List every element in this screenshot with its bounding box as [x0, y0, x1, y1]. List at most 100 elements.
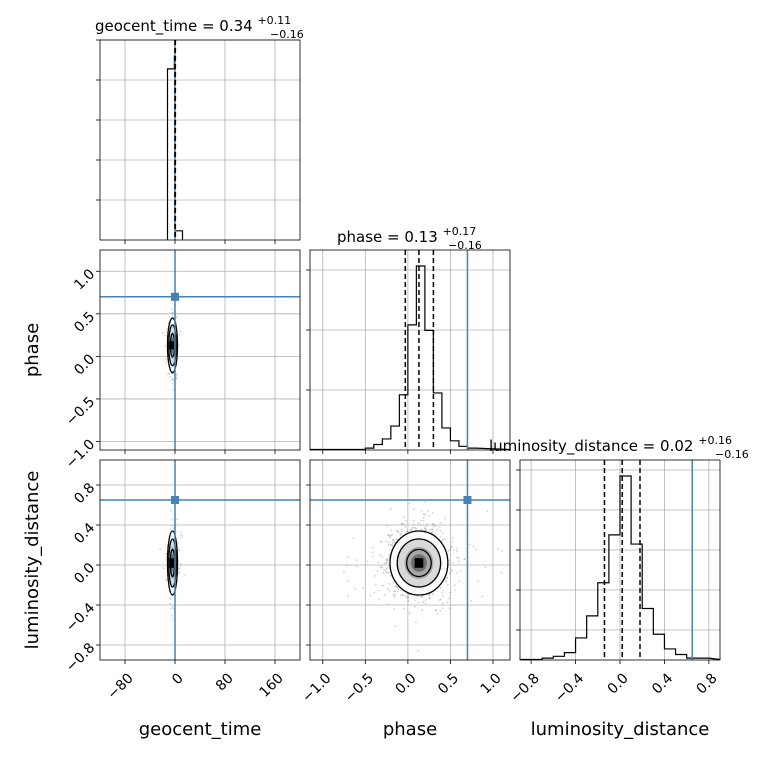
sample-point — [420, 595, 423, 598]
sample-point — [458, 580, 461, 583]
sample-point — [459, 569, 462, 572]
sample-point — [392, 538, 394, 541]
sample-point — [387, 588, 389, 590]
title-sub: −0.16 — [270, 28, 304, 41]
sample-point — [424, 513, 427, 516]
sample-point — [438, 599, 441, 602]
sample-point — [175, 378, 178, 380]
sample-point — [391, 533, 394, 536]
sample-point — [386, 558, 389, 561]
sample-point — [393, 595, 396, 598]
sample-point — [500, 571, 503, 574]
sample-point — [452, 549, 455, 552]
sample-point — [477, 580, 479, 583]
sample-point — [496, 547, 499, 550]
sample-point — [171, 382, 174, 385]
sample-point — [354, 587, 357, 590]
sample-point — [171, 605, 174, 608]
sample-point — [501, 549, 503, 552]
sample-point — [417, 649, 419, 652]
sample-point — [442, 532, 444, 534]
sample-point — [417, 601, 420, 604]
histogram-geocent-time — [96, 39, 301, 244]
sample-point — [392, 607, 395, 610]
sample-point — [422, 516, 425, 519]
sample-point — [166, 578, 168, 581]
x-tick-label: 80 — [213, 670, 237, 694]
sample-point — [178, 549, 181, 552]
sample-point — [420, 510, 423, 512]
sample-point — [424, 529, 427, 532]
sample-point — [397, 588, 400, 591]
sample-point — [390, 529, 393, 532]
sample-point — [420, 519, 422, 522]
sample-point — [391, 544, 394, 547]
scatter-luminosity-distance-vs-geocent-time: −80 0 80 160 0.8 0.4 0.0 −0.4 −0.8 — [63, 459, 301, 703]
density-peak — [169, 341, 176, 350]
sample-point — [441, 540, 443, 542]
sample-point — [440, 587, 442, 589]
sample-point — [179, 330, 182, 333]
sample-point — [165, 553, 168, 555]
x-axis-label-luminosity-distance: luminosity_distance — [531, 719, 710, 740]
sample-point — [441, 589, 444, 592]
sample-point — [171, 524, 173, 527]
sample-point — [406, 530, 409, 533]
sample-point — [397, 531, 399, 534]
sample-point — [396, 586, 398, 589]
sample-point — [456, 556, 459, 559]
sample-point — [172, 607, 175, 610]
sample-point — [172, 379, 175, 382]
sample-point — [411, 526, 414, 529]
x-tick-label: 0.0 — [605, 670, 632, 697]
sample-point — [172, 527, 175, 530]
density-peak — [414, 558, 424, 568]
sample-point — [431, 528, 434, 531]
sample-point — [408, 611, 411, 614]
sample-point — [434, 524, 437, 527]
panel-border — [99, 459, 301, 661]
sample-point — [171, 312, 174, 315]
y-tick-label: 0.0 — [71, 560, 98, 587]
sample-point — [388, 589, 391, 592]
sample-point — [169, 602, 172, 605]
sample-point — [165, 578, 168, 581]
sample-point — [342, 570, 345, 573]
sample-point — [435, 609, 437, 612]
sample-point — [440, 530, 443, 532]
sample-point — [176, 541, 179, 544]
sample-point — [446, 576, 449, 579]
sample-point — [428, 529, 431, 531]
title-main: phase = 0.13 — [337, 228, 438, 246]
sample-point — [381, 556, 383, 558]
sample-point — [451, 536, 454, 539]
sample-point — [439, 610, 442, 612]
sample-point — [449, 547, 452, 549]
title-sup: +0.11 — [257, 14, 291, 27]
sample-point — [451, 540, 454, 543]
sample-point — [388, 583, 391, 585]
sample-point — [456, 550, 459, 553]
sample-point — [164, 334, 167, 337]
y-tick-label: −0.5 — [63, 394, 98, 429]
sample-point — [171, 618, 174, 621]
sample-point — [394, 593, 397, 596]
sample-point — [412, 523, 415, 526]
sample-point — [445, 580, 448, 583]
sample-point — [165, 331, 168, 334]
sample-point — [369, 595, 372, 597]
contour-line — [389, 530, 449, 596]
sample-point — [446, 583, 449, 586]
sample-point — [387, 543, 390, 546]
sample-point — [449, 591, 452, 594]
sample-point — [383, 594, 386, 596]
title-geocent-time: geocent_time = 0.34 +0.11 −0.16 — [95, 10, 304, 41]
sample-point — [472, 545, 475, 548]
sample-point — [170, 308, 173, 311]
histogram-luminosity-distance: −0.8 −0.4 0.0 0.4 0.8 — [508, 459, 721, 706]
sample-point — [451, 569, 454, 572]
sample-point — [456, 571, 458, 574]
x-tick-label: −80 — [105, 670, 137, 702]
sample-point — [385, 559, 388, 562]
sample-point — [165, 362, 168, 365]
